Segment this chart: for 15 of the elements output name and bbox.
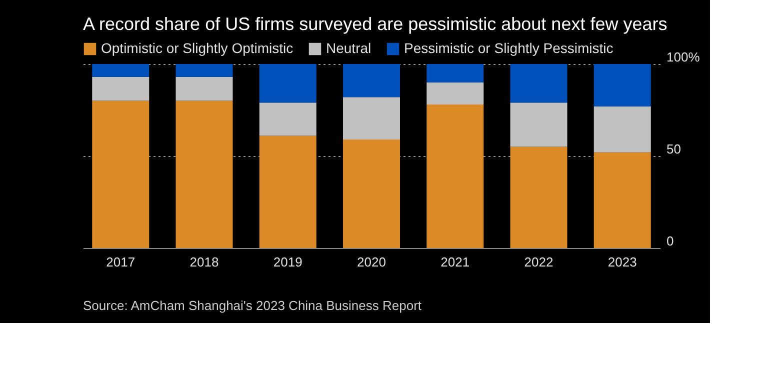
legend-label: Optimistic or Slightly Optimistic — [101, 40, 294, 56]
y-tick-label: 100% — [666, 50, 700, 64]
y-tick-label: 50 — [666, 142, 681, 156]
x-tick-label: 2018 — [190, 254, 219, 270]
source-note: Source: AmCham Shanghai's 2023 China Business Report — [83, 298, 422, 313]
x-tick-label: 2019 — [273, 254, 302, 270]
chart-title: A record share of US firms surveyed are pessimistic about next few years — [83, 14, 668, 34]
x-tick-label: 2022 — [524, 254, 554, 270]
y-tick-label: 0 — [666, 234, 674, 248]
legend-label: Neutral — [326, 40, 372, 56]
x-tick-label: 2021 — [440, 254, 470, 270]
x-tick-label: 2020 — [357, 254, 386, 270]
legend-label: Pessimistic or Slightly Pessimistic — [404, 40, 614, 56]
x-tick-label: 2023 — [608, 254, 637, 270]
x-tick-label: 2017 — [106, 254, 136, 270]
